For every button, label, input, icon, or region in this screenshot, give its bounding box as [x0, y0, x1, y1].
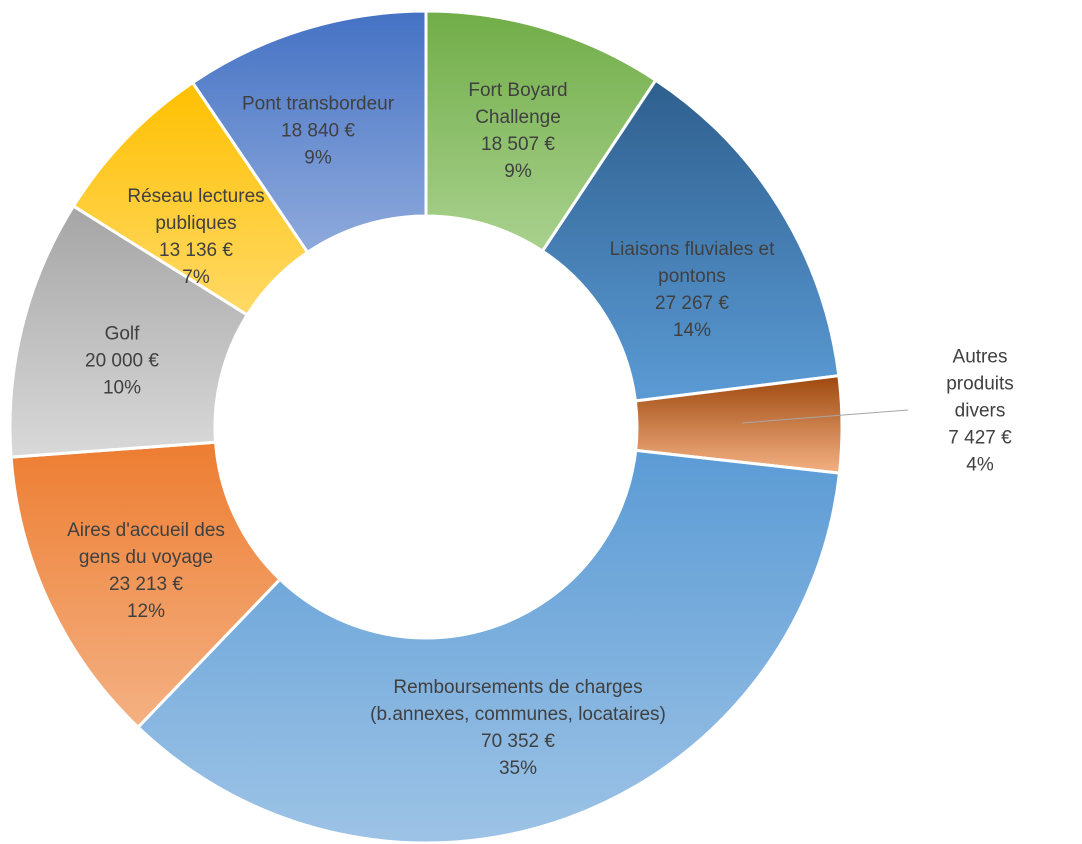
value-label: 23 213 € — [109, 574, 183, 595]
value-label: 27 267 € — [655, 293, 729, 314]
value-label: 13 136 € — [159, 240, 233, 261]
category-label: Remboursements de charges (b.annexes, co… — [370, 677, 666, 725]
category-label: Autres produits divers — [946, 346, 1014, 422]
data-label: Pont transbordeur 18 840 € 9% — [242, 91, 394, 172]
percent-label: 9% — [304, 147, 332, 169]
slice — [9, 440, 283, 730]
data-label: Réseau lectures publiques 13 136 € 7% — [127, 183, 264, 291]
percent-label: 14% — [672, 320, 712, 341]
value-label: 18 507 € — [481, 134, 555, 155]
category-label: Aires d'accueil des gens du voyage — [67, 520, 225, 568]
data-label: Remboursements de charges (b.annexes, co… — [370, 674, 666, 782]
category-label: Liaisons fluviales et pontons — [609, 239, 775, 287]
percent-label: 12% — [126, 601, 166, 622]
percent-label: 9% — [504, 161, 532, 182]
data-label: Autres produits divers 7 427 € 4% — [929, 344, 1031, 479]
category-label: Fort Boyard Challenge — [468, 80, 568, 128]
percent-label: 35% — [498, 758, 538, 779]
data-label: Liaisons fluviales et pontons 27 267 € 14% — [610, 236, 775, 344]
slice — [540, 78, 841, 403]
data-label: Aires d'accueil des gens du voyage 23 213… — [67, 517, 225, 625]
slice — [135, 448, 842, 844]
category-label: Golf — [104, 323, 140, 345]
data-label: Fort Boyard Challenge 18 507 € 9% — [468, 77, 567, 185]
category-label: Pont transbordeur — [241, 93, 395, 115]
percent-label: 7% — [182, 267, 210, 288]
percent-label: 4% — [966, 454, 994, 476]
value-label: 70 352 € — [481, 731, 555, 752]
percent-label: 10% — [102, 377, 142, 399]
leader-line — [741, 409, 909, 424]
category-label: Réseau lectures publiques — [127, 186, 265, 234]
data-label: Golf 20 000 € 10% — [85, 321, 159, 402]
value-label: 7 427 € — [948, 427, 1012, 449]
value-label: 18 840 € — [281, 120, 355, 142]
value-label: 20 000 € — [85, 350, 159, 372]
slice — [190, 9, 428, 255]
